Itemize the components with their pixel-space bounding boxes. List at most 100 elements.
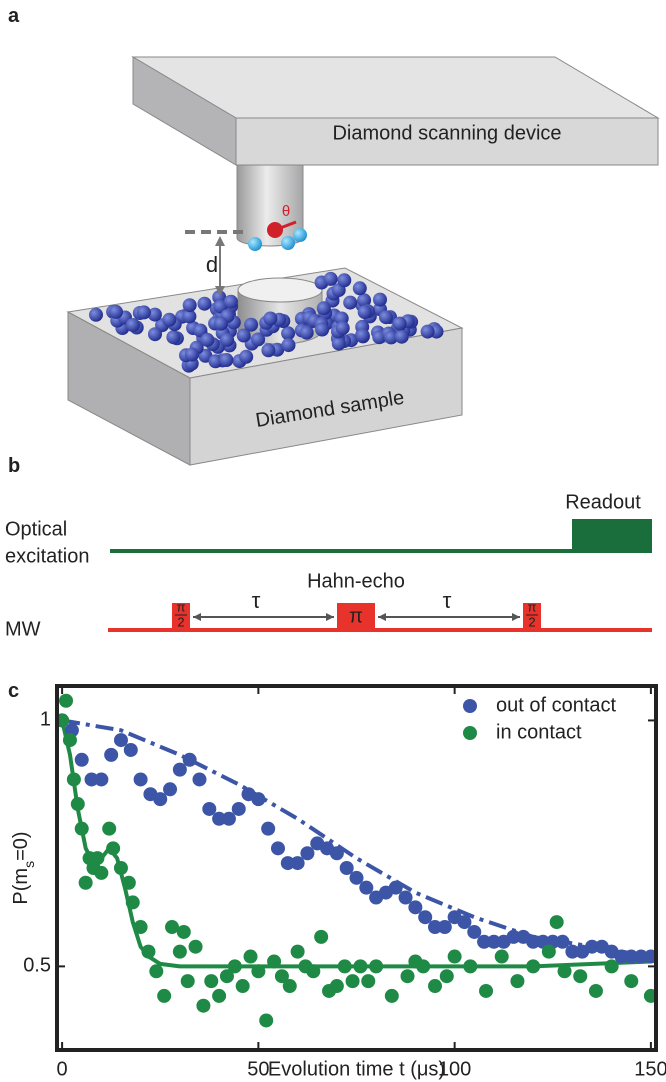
- x-axis-label: Evolution time t (μs): [268, 1058, 445, 1080]
- y-tick-label: 1: [40, 709, 51, 731]
- legend-marker: [463, 726, 477, 740]
- sample-spin: [357, 305, 372, 320]
- sample-spin: [379, 310, 393, 325]
- data-point: [614, 949, 629, 964]
- legend-marker: [463, 699, 477, 713]
- data-point: [439, 969, 454, 984]
- tip-spin: [248, 237, 262, 251]
- data-point: [251, 792, 266, 807]
- optical-label: Optical: [5, 518, 67, 540]
- data-point: [306, 964, 321, 979]
- sample-spin: [220, 332, 235, 347]
- data-point: [416, 959, 431, 974]
- data-point: [106, 841, 121, 856]
- spins: [89, 271, 444, 373]
- data-point: [84, 772, 99, 787]
- data-point: [121, 875, 136, 890]
- data-point: [102, 821, 117, 836]
- tip-spin: [293, 228, 307, 242]
- data-point: [182, 752, 197, 767]
- distance-label: d: [206, 252, 218, 277]
- data-point: [172, 762, 187, 777]
- sequence-label: Hahn-echo: [307, 570, 405, 592]
- y-axis-label: P(ms=0): [10, 831, 36, 904]
- sample-spin: [213, 316, 228, 331]
- readout-pulse: [572, 519, 652, 553]
- pulse: [523, 603, 541, 630]
- data-point: [588, 983, 603, 998]
- data-point: [290, 944, 305, 959]
- data-point: [133, 772, 148, 787]
- x-tick-label: 50: [247, 1058, 269, 1080]
- data-point: [457, 915, 472, 930]
- sample: Diamond sample: [66, 267, 464, 466]
- sample-spin: [251, 332, 266, 347]
- x-tick-label: 0: [57, 1058, 68, 1080]
- sample-spin: [182, 298, 197, 313]
- data-point: [133, 920, 148, 935]
- data-point: [149, 964, 164, 979]
- data-point: [557, 964, 572, 979]
- data-point: [526, 959, 541, 974]
- sample-spin: [236, 328, 251, 343]
- readout-label: Readout: [565, 491, 641, 513]
- sample-spin: [197, 296, 212, 311]
- data-point: [163, 782, 178, 797]
- data-point: [634, 949, 649, 964]
- data-point: [329, 979, 344, 994]
- data-point: [243, 949, 258, 964]
- data-point: [384, 988, 399, 1003]
- sample-spin: [281, 326, 296, 341]
- scanning-device: Diamond scanning device: [131, 56, 660, 247]
- sample-spin: [335, 321, 350, 336]
- data-point: [188, 939, 203, 954]
- data-point: [400, 969, 415, 984]
- sample-spin: [219, 353, 234, 367]
- pulse: [172, 603, 190, 630]
- data-point: [361, 974, 376, 989]
- sample-spin: [357, 293, 372, 308]
- sample-spin: [263, 311, 278, 326]
- sample-spin: [125, 318, 140, 332]
- data-point: [526, 934, 541, 949]
- data-point: [549, 915, 564, 930]
- sample-spin: [331, 336, 346, 351]
- sample-spin: [392, 316, 407, 331]
- x-tick-label: 150: [634, 1058, 666, 1080]
- data-point: [573, 969, 588, 984]
- sample-front: [189, 327, 463, 466]
- data-point: [270, 841, 285, 856]
- data-point: [369, 959, 384, 974]
- sample-spin: [394, 329, 409, 344]
- data-point: [62, 733, 77, 748]
- nv-axis: [274, 220, 297, 232]
- data-point: [353, 959, 368, 974]
- data-point: [624, 974, 639, 989]
- sample-spin: [355, 328, 370, 343]
- tip-spin: [281, 236, 295, 250]
- data-point: [153, 792, 168, 807]
- sample-spin: [166, 330, 181, 345]
- sample-spin: [373, 292, 387, 307]
- pulse: [337, 603, 375, 630]
- data-point: [204, 974, 219, 989]
- sample-spin: [261, 343, 276, 358]
- sample-spin: [89, 307, 103, 322]
- data-point: [157, 988, 172, 1003]
- sample-spin: [182, 309, 197, 324]
- angle-label: θ: [282, 203, 290, 220]
- sample-spin: [162, 312, 177, 327]
- data-point: [290, 856, 305, 871]
- sample-spin: [136, 305, 151, 320]
- data-point: [123, 742, 138, 757]
- data-point: [345, 974, 360, 989]
- arrow-head: [215, 286, 225, 296]
- data-point: [261, 821, 276, 836]
- sample-spin: [384, 330, 399, 345]
- data-point: [176, 924, 191, 939]
- delay-label: τ: [443, 588, 452, 613]
- data-point: [314, 929, 329, 944]
- device-label: Diamond scanning device: [332, 122, 561, 144]
- data-point: [94, 865, 109, 880]
